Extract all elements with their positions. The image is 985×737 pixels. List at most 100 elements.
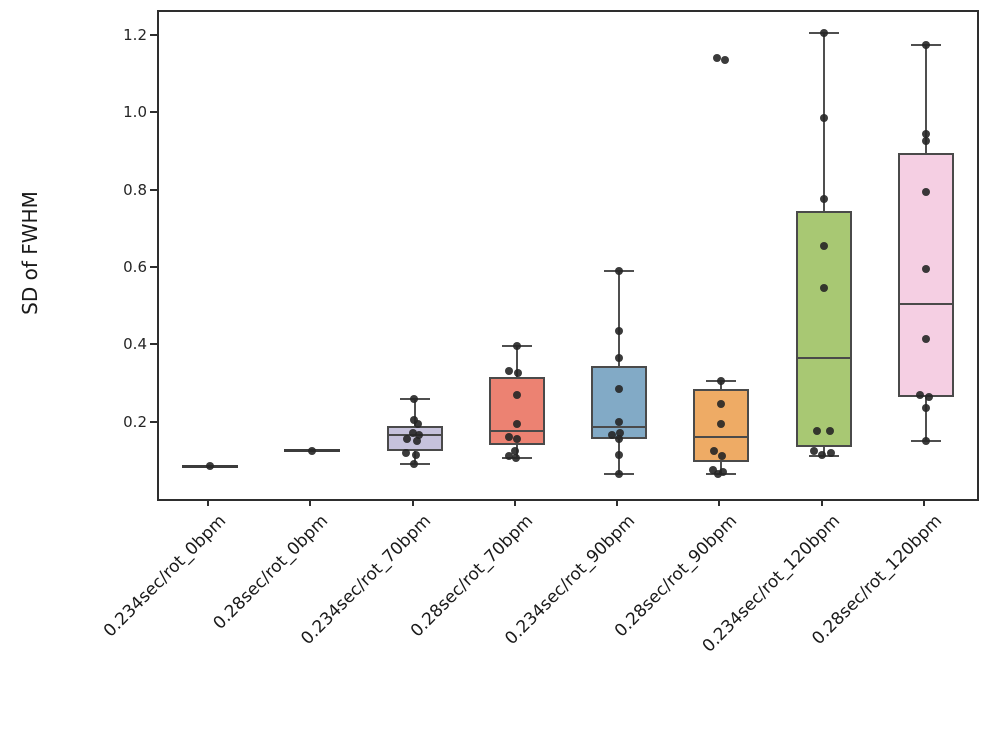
data-point [401,448,410,457]
data-point [408,429,417,438]
data-point [924,392,933,401]
y-tick-label: 0.8 [123,180,147,199]
data-point [615,417,624,426]
data-point [615,353,624,362]
y-tick-label: 1.0 [123,103,147,122]
data-point [717,419,726,428]
x-tick-mark [718,499,721,506]
data-point [812,427,821,436]
y-tick-label: 0.2 [123,412,147,431]
x-tick-label: 0.28sec/rot_0bpm [209,511,333,634]
data-point [819,284,828,293]
data-point [921,40,930,49]
box [488,377,545,445]
data-point [513,369,522,378]
median-line [593,426,646,429]
upper-whisker [822,33,825,212]
data-point [615,266,624,275]
x-tick-mark [513,499,516,506]
y-tick-mark [150,266,157,269]
y-tick-mark [150,188,157,191]
x-tick-mark [411,499,414,506]
upper-whisker [924,44,927,154]
box [795,211,852,447]
lower-whisker [924,396,927,441]
data-point [921,129,930,138]
median-line [490,430,543,433]
data-point [709,466,718,474]
y-axis-label: SD of FWHM [18,191,42,315]
data-point [826,448,835,457]
upper-whisker [618,270,621,366]
data-point [809,446,818,455]
data-point [409,394,418,403]
median-line [797,356,850,359]
data-point [512,435,521,444]
data-point [921,187,930,196]
x-tick-mark [616,499,619,506]
x-tick-label: 0.234sec/rot_0bpm [100,511,231,642]
data-point [308,446,317,455]
plot-area [157,10,979,501]
y-tick-mark [150,34,157,37]
data-point [717,400,726,409]
data-point [819,29,828,38]
data-point [511,454,520,463]
y-tick-label: 1.2 [123,26,147,45]
data-point [615,450,624,459]
data-point [512,342,521,351]
data-point [608,431,617,440]
data-point [615,384,624,393]
data-point [409,460,418,469]
data-point [504,433,513,442]
data-point [413,419,422,428]
data-point [615,435,624,444]
data-point [717,377,726,386]
data-point [718,452,727,461]
data-point [402,435,411,444]
data-point [510,446,519,455]
data-point [504,452,513,461]
data-point [819,241,828,250]
data-point [615,469,624,478]
data-point [414,431,423,440]
data-point [512,419,521,428]
data-point [512,390,521,399]
upper-whisker [515,346,518,378]
data-point [409,415,418,424]
data-point [915,390,924,399]
data-point [206,462,215,471]
upper-whisker [413,398,416,426]
data-point [504,367,513,376]
data-point [819,195,828,204]
data-point [616,429,625,438]
data-point [817,450,826,459]
y-tick-label: 0.6 [123,258,147,277]
y-tick-mark [150,343,157,346]
y-tick-label: 0.4 [123,335,147,354]
data-point [721,56,730,65]
data-point [713,54,722,63]
data-point [825,427,834,436]
data-point [819,114,828,123]
data-point [710,446,719,455]
data-point [921,137,930,146]
data-point [615,326,624,335]
data-point [921,404,930,413]
data-point [411,450,420,459]
x-tick-mark [922,499,925,506]
data-point [921,334,930,343]
data-point [719,467,728,476]
data-point [921,437,930,446]
data-point [714,469,723,478]
median-line [695,436,748,439]
x-tick-mark [820,499,823,506]
data-point [921,265,930,274]
y-tick-mark [150,420,157,423]
y-tick-mark [150,111,157,114]
x-tick-mark [309,499,312,506]
x-tick-mark [207,499,210,506]
median-line [899,302,952,305]
data-point [412,437,421,446]
